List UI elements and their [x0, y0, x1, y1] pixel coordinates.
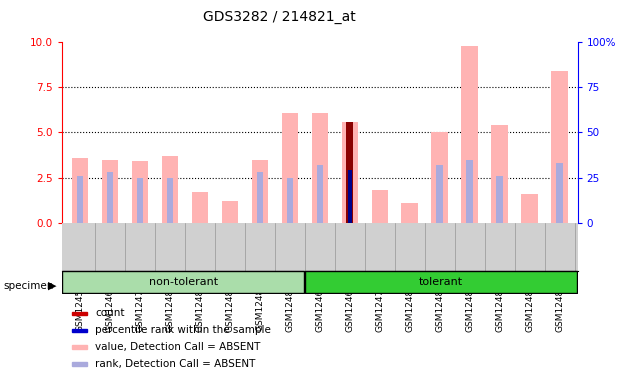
- Bar: [491, 125, 508, 223]
- Bar: [161, 156, 178, 223]
- Bar: [72, 158, 88, 223]
- Text: percentile rank within the sample: percentile rank within the sample: [95, 325, 271, 335]
- Bar: [496, 176, 503, 223]
- Bar: [72, 346, 87, 349]
- Text: GDS3282 / 214821_at: GDS3282 / 214821_at: [203, 10, 356, 23]
- Bar: [281, 113, 298, 223]
- Bar: [256, 172, 263, 223]
- Bar: [252, 160, 268, 223]
- Text: count: count: [95, 308, 124, 318]
- Text: specimen: specimen: [3, 281, 53, 291]
- Bar: [77, 176, 83, 223]
- Bar: [556, 163, 563, 223]
- Text: ▶: ▶: [48, 281, 57, 291]
- FancyBboxPatch shape: [62, 271, 304, 293]
- Bar: [72, 312, 87, 315]
- Bar: [522, 194, 538, 223]
- Bar: [317, 165, 323, 223]
- FancyBboxPatch shape: [305, 271, 578, 293]
- Bar: [432, 132, 448, 223]
- Bar: [102, 160, 118, 223]
- Bar: [166, 177, 173, 223]
- Bar: [72, 362, 87, 366]
- Bar: [342, 122, 358, 223]
- Bar: [137, 177, 143, 223]
- Text: non-tolerant: non-tolerant: [149, 277, 218, 287]
- Text: tolerant: tolerant: [419, 277, 463, 287]
- Bar: [222, 201, 238, 223]
- Bar: [437, 165, 443, 223]
- Bar: [312, 113, 328, 223]
- Bar: [347, 122, 353, 223]
- Bar: [72, 328, 87, 332]
- Bar: [371, 190, 388, 223]
- Bar: [132, 161, 148, 223]
- Bar: [461, 46, 478, 223]
- Bar: [286, 177, 293, 223]
- Text: rank, Detection Call = ABSENT: rank, Detection Call = ABSENT: [95, 359, 255, 369]
- Bar: [466, 160, 473, 223]
- Bar: [192, 192, 208, 223]
- Bar: [401, 203, 418, 223]
- Bar: [107, 172, 114, 223]
- Bar: [348, 170, 351, 223]
- Bar: [551, 71, 568, 223]
- Text: value, Detection Call = ABSENT: value, Detection Call = ABSENT: [95, 342, 260, 352]
